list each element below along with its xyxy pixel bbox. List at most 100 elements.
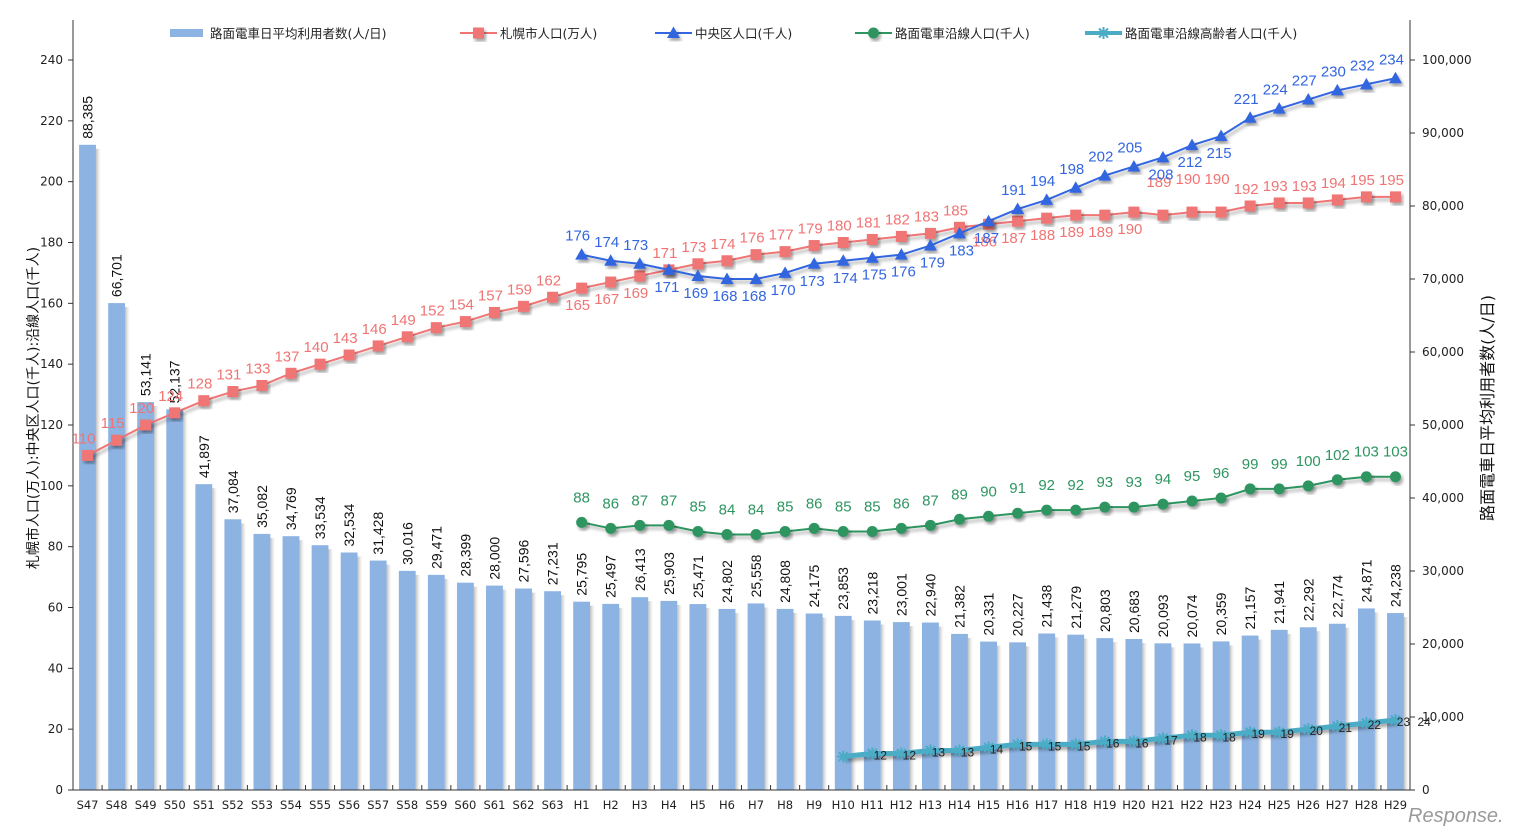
bar-S48 xyxy=(108,303,126,790)
bar-shadow xyxy=(764,607,770,790)
square-marker xyxy=(256,379,268,391)
legend-label: 路面電車日平均利用者数(人/日) xyxy=(210,26,386,41)
square-marker xyxy=(1070,209,1082,221)
circle-marker xyxy=(1244,483,1256,495)
square-marker xyxy=(576,282,588,294)
asterisk-stroke xyxy=(1273,727,1285,738)
point-value-label: 86 xyxy=(806,495,823,512)
point-value-label: 94 xyxy=(1155,471,1172,488)
bar-shadow xyxy=(154,406,160,790)
left-tick-label: 100 xyxy=(40,479,63,493)
point-value-label: 93 xyxy=(1096,474,1113,491)
point-value-label: 86 xyxy=(893,495,910,512)
x-tick-label: S56 xyxy=(338,798,360,812)
left-tick-label: 220 xyxy=(40,114,63,128)
point-value-label: 21 xyxy=(1339,721,1353,735)
bar-value-label: 28,399 xyxy=(457,534,473,577)
bar-value-label: 25,558 xyxy=(748,554,764,597)
left-tick-label: 140 xyxy=(40,357,63,371)
bar-shadow xyxy=(1258,639,1264,790)
bar-H22 xyxy=(1183,643,1201,790)
bar-S60 xyxy=(456,582,474,790)
circle-marker xyxy=(953,513,965,525)
point-value-label: 195 xyxy=(1350,172,1375,189)
bar-value-label: 35,082 xyxy=(254,485,270,528)
bar-shadow xyxy=(619,607,625,790)
bar-shadow xyxy=(386,564,392,790)
x-tick-label: H9 xyxy=(806,798,822,812)
legend-circle-icon xyxy=(868,27,879,39)
triangle-marker xyxy=(952,226,966,239)
right-tick-label: 40,000 xyxy=(1422,491,1464,505)
bar-shadow xyxy=(1142,643,1148,790)
circle-marker xyxy=(721,529,733,540)
circle-marker xyxy=(1099,501,1111,513)
point-value-label: 100 xyxy=(1296,453,1321,470)
square-marker xyxy=(82,449,94,461)
square-marker xyxy=(1128,206,1140,218)
triangle-marker xyxy=(894,248,908,260)
bar-value-label: 20,074 xyxy=(1184,594,1200,637)
bar-shadow xyxy=(125,307,131,790)
bar-value-label: 23,218 xyxy=(864,571,880,614)
bar-value-label: 24,175 xyxy=(806,564,822,607)
asterisk-stroke xyxy=(1361,717,1372,729)
right-tick-label: 50,000 xyxy=(1422,418,1464,432)
point-value-label: 103 xyxy=(1354,444,1379,461)
x-tick-label: S55 xyxy=(309,798,331,812)
x-tick-label: H14 xyxy=(948,798,971,812)
left-tick-label: 20 xyxy=(48,722,63,736)
bar-H20 xyxy=(1125,639,1143,790)
bar-value-label: 66,701 xyxy=(109,254,125,297)
bar-S52 xyxy=(224,519,242,790)
point-value-label: 99 xyxy=(1271,456,1288,473)
asterisk-stroke xyxy=(1098,27,1109,39)
line-series xyxy=(82,71,1402,763)
square-marker xyxy=(227,386,239,398)
point-value-label: 179 xyxy=(920,255,945,272)
point-value-label: 170 xyxy=(771,282,796,299)
x-tick-label: S48 xyxy=(106,798,128,812)
point-value-label: 202 xyxy=(1088,149,1113,166)
circle-marker xyxy=(779,525,791,537)
right-axis-title: 路面電車日平均利用者数(人/日) xyxy=(1478,295,1497,521)
point-value-label: 19 xyxy=(1251,727,1265,741)
x-tick-label: H6 xyxy=(719,798,735,812)
point-value-label: 185 xyxy=(943,202,968,219)
x-tick-label: H11 xyxy=(861,798,884,812)
bar-value-label: 21,941 xyxy=(1271,581,1287,624)
point-value-label: 189 xyxy=(1146,174,1171,191)
legend: 路面電車日平均利用者数(人/日) 札幌市人口(万人) 中央区人口(千人) 路面電車沿線… xyxy=(170,26,1297,41)
point-value-label: 179 xyxy=(798,221,823,238)
bar-shadow xyxy=(851,619,857,790)
bar-S51 xyxy=(195,484,213,790)
point-value-label: 96 xyxy=(1213,465,1230,482)
bar-H6 xyxy=(718,608,736,790)
point-value-label: 23 xyxy=(1397,715,1411,729)
bar-S55 xyxy=(311,545,329,790)
bar-S58 xyxy=(398,570,416,790)
point-value-label: 87 xyxy=(922,492,939,509)
asterisk-stroke xyxy=(1012,739,1023,750)
bar-H10 xyxy=(834,615,852,790)
triangle-marker xyxy=(1388,71,1402,84)
asterisk-marker xyxy=(1215,729,1228,742)
legend-square-icon xyxy=(473,27,484,39)
bar-shadow xyxy=(1200,647,1206,790)
point-value-label: 189 xyxy=(1088,224,1113,241)
bar-value-label: 28,000 xyxy=(486,537,502,580)
legend-item: 札幌市人口(万人) xyxy=(460,26,597,41)
bar-shadow xyxy=(299,540,305,790)
bar-value-label: 27,231 xyxy=(545,542,561,585)
asterisk-stroke xyxy=(1215,730,1227,741)
left-tick-label: 240 xyxy=(40,53,63,67)
point-value-label: 171 xyxy=(652,245,677,262)
point-value-label: 187 xyxy=(1001,230,1026,247)
point-value-label: 85 xyxy=(864,498,881,515)
point-value-label: 13 xyxy=(932,745,946,759)
bar-H2 xyxy=(602,603,620,790)
bar-value-label: 20,683 xyxy=(1126,590,1142,633)
bar-value-label: 26,413 xyxy=(632,548,648,591)
bar-value-label: 20,331 xyxy=(981,593,997,636)
triangle-marker xyxy=(1272,102,1286,114)
